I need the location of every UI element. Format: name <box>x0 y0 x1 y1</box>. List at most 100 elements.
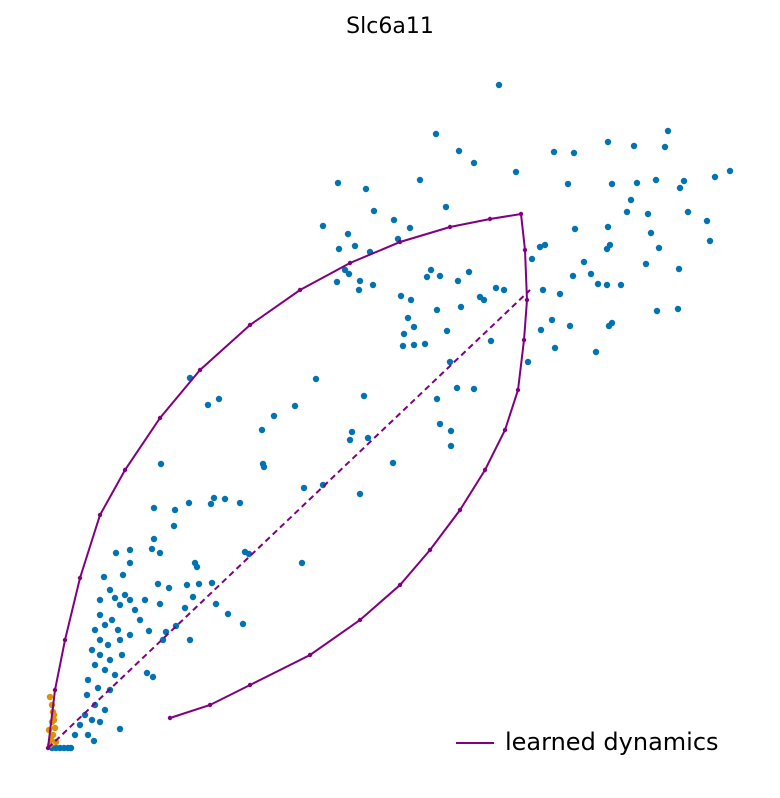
point <box>345 270 353 278</box>
point <box>351 242 359 250</box>
point <box>186 636 194 644</box>
point <box>334 179 342 187</box>
point <box>594 280 602 288</box>
point <box>319 481 327 489</box>
point <box>221 495 229 503</box>
chart-title: Slc6a11 <box>346 14 434 39</box>
point <box>258 426 266 434</box>
point <box>442 203 450 211</box>
point <box>96 651 104 659</box>
point <box>571 225 579 233</box>
point <box>145 627 153 635</box>
point <box>91 626 99 634</box>
point <box>389 459 397 467</box>
point <box>605 322 613 330</box>
point <box>480 296 488 304</box>
line-marker <box>518 211 524 217</box>
point <box>143 669 151 677</box>
point <box>623 208 631 216</box>
point <box>101 621 109 629</box>
point <box>680 177 688 185</box>
point <box>116 601 124 609</box>
point <box>726 167 734 175</box>
point <box>126 596 134 604</box>
point <box>592 348 600 356</box>
line-marker <box>397 239 403 245</box>
point <box>150 535 158 543</box>
point <box>111 671 119 679</box>
point <box>156 549 164 557</box>
point <box>49 731 57 739</box>
point <box>551 344 559 352</box>
point <box>404 314 412 322</box>
line-marker <box>515 387 521 393</box>
point <box>91 661 99 669</box>
point <box>341 266 349 274</box>
point <box>91 701 99 709</box>
point <box>655 244 663 252</box>
point <box>652 176 660 184</box>
point <box>608 180 616 188</box>
point <box>548 316 556 324</box>
point <box>104 641 112 649</box>
line-marker <box>347 260 353 266</box>
point <box>406 224 414 232</box>
point <box>550 148 558 156</box>
point <box>647 229 655 237</box>
point <box>512 168 520 176</box>
point <box>215 395 223 403</box>
point <box>94 684 102 692</box>
point <box>465 268 473 276</box>
point <box>136 616 144 624</box>
point <box>711 173 719 181</box>
point <box>131 606 139 614</box>
point <box>362 185 370 193</box>
point <box>52 738 60 746</box>
point <box>630 142 638 150</box>
point <box>436 420 444 428</box>
point <box>675 265 683 273</box>
point <box>118 651 126 659</box>
point <box>90 737 98 745</box>
point <box>141 596 149 604</box>
line-marker <box>247 682 253 688</box>
point <box>181 604 189 612</box>
point <box>96 596 104 604</box>
point <box>664 127 672 135</box>
point <box>564 180 572 188</box>
point <box>457 303 465 311</box>
point <box>210 494 218 502</box>
line-marker <box>207 702 213 708</box>
point <box>116 725 124 733</box>
point <box>369 281 377 289</box>
point <box>436 272 444 280</box>
point <box>171 506 179 514</box>
point <box>236 499 244 507</box>
point <box>183 581 191 589</box>
point <box>569 272 577 280</box>
point <box>154 580 162 588</box>
point <box>541 241 549 249</box>
line-marker <box>397 582 403 588</box>
line-marker <box>457 507 463 513</box>
line-marker <box>167 715 173 721</box>
point <box>528 255 536 263</box>
point <box>96 636 104 644</box>
point <box>126 559 134 567</box>
point <box>453 384 461 392</box>
point <box>407 296 415 304</box>
point <box>335 245 343 253</box>
point <box>195 580 203 588</box>
point <box>148 545 156 553</box>
point <box>112 549 120 557</box>
point <box>399 342 407 350</box>
point <box>370 207 378 215</box>
point <box>580 258 588 266</box>
point <box>487 337 495 345</box>
point <box>495 81 503 89</box>
point <box>390 216 398 224</box>
point <box>410 341 418 349</box>
line-marker <box>522 247 528 253</box>
point <box>106 586 114 594</box>
